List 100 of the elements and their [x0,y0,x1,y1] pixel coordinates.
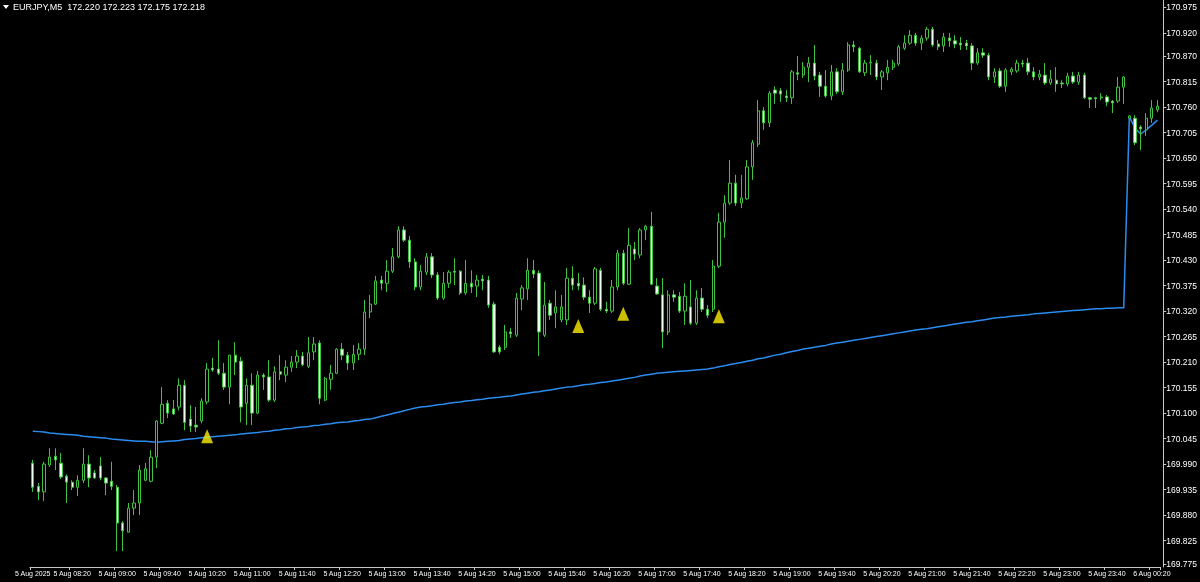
candlestick [717,212,721,269]
candlestick [1156,99,1159,113]
candlestick [650,211,653,286]
candlestick [245,377,248,426]
candlestick [807,56,810,83]
candlestick [504,324,507,351]
candlestick [734,174,737,207]
candlestick [307,336,310,369]
candlestick [1026,57,1030,76]
candlestick [953,34,957,49]
y-tick-label: 169.775 [1166,558,1198,569]
candlestick [959,36,962,51]
point [572,318,585,333]
candlestick [442,271,445,301]
candlestick [374,275,377,306]
candlestick [802,61,805,79]
candlestick [239,356,243,423]
candlestick [543,281,546,338]
candlestick [200,397,203,424]
candlestick [672,289,676,303]
candlestick [397,225,400,259]
y-tick-label: 169.825 [1166,535,1198,546]
candlestick [813,44,816,81]
candlestick [880,69,884,91]
candlestick [655,277,659,296]
candlestick [1083,72,1086,100]
y-tick-label: 170.155 [1166,382,1198,393]
candlestick [903,34,906,51]
candlestick [1004,67,1007,93]
candlestick [211,357,214,373]
candlestick [981,47,985,59]
candlestick [886,59,889,81]
y-tick-label: 170.265 [1166,331,1198,342]
candlestick [695,289,698,326]
candlestick [132,489,136,516]
candlestick [492,301,496,354]
candlestick [762,106,765,131]
candlestick [548,299,552,321]
candlestick [183,379,186,431]
candlestick [1060,79,1064,89]
candlestick [712,259,715,313]
line-series [32,116,1159,444]
candlestick [59,452,63,480]
candlestick [599,267,602,312]
candlestick [121,520,124,552]
candlestick [357,342,361,361]
y-tick-label: 170.100 [1166,408,1198,419]
candlestick [869,54,872,76]
candlestick [768,90,771,128]
candlestick [464,259,467,296]
chart-title: EURJPY,M5 172.220 172.223 172.175 172.218 [13,2,205,12]
candlestick [470,269,473,294]
candlestick [430,252,434,279]
candlestick [31,459,34,493]
candlestick [622,249,625,286]
candlestick [99,456,102,481]
candlestick [475,274,479,298]
candlestick [447,269,451,289]
candlestick [402,225,406,243]
candlestick [638,227,642,259]
candlestick [509,327,512,339]
candlestick [678,291,681,314]
y-tick-label: 170.210 [1166,357,1198,368]
candlestick [925,26,929,42]
candlestick [414,257,417,291]
y-tick-label: 169.935 [1166,484,1198,495]
candlestick [920,34,923,51]
candlestick [369,294,372,319]
candlestick [661,277,664,349]
candlestick [262,372,265,391]
candlestick [1077,71,1080,86]
candlestick [166,399,169,419]
candlestick [858,46,861,74]
candlestick [1100,92,1103,101]
candlestick [1145,112,1148,137]
candlestick [138,464,141,516]
candlestick [324,376,327,402]
candlestick [1133,114,1137,146]
candlestick [1066,72,1069,87]
candlestick [363,299,366,356]
candlestick [1105,94,1109,107]
y-tick-label: 170.705 [1166,127,1198,138]
candlestick [565,267,569,326]
candlestick [757,99,760,148]
candlestick [577,272,580,291]
candlestick [942,32,945,53]
candlestick [1150,99,1153,124]
candlestick [1032,66,1035,81]
candlestick [1128,114,1131,120]
candlestick [976,47,979,66]
candlestick [295,349,299,369]
candlestick [875,59,878,81]
candlestick [256,370,259,415]
candlestick [1049,69,1052,86]
y-tick-label: 170.595 [1166,178,1198,189]
candlestick [352,344,355,371]
candlestick [385,259,389,293]
candlestick [459,269,462,296]
y-tick-label: 170.870 [1166,51,1198,62]
point [617,306,630,321]
